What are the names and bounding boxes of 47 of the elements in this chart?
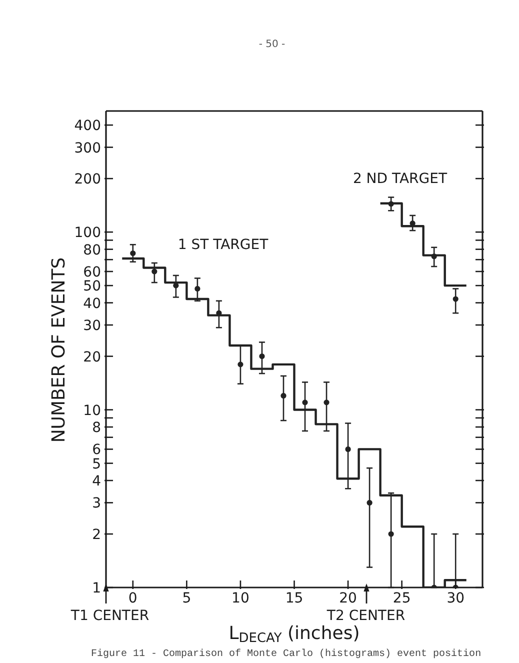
x-tick-label: 15	[285, 590, 304, 607]
x-axis-title: L$_{DECAY}$ (inches)	[228, 623, 360, 646]
y-tick-label: 300	[74, 140, 101, 156]
text: T2 CENTER	[326, 608, 406, 624]
y-tick-label: 60	[83, 264, 101, 281]
x-tick-label: 25	[392, 590, 411, 607]
point	[302, 400, 308, 406]
y-tick-label: 200	[74, 172, 101, 188]
y-tick-label: 30	[83, 318, 101, 334]
point	[366, 500, 372, 506]
text: T1 CENTER	[70, 608, 150, 624]
y-tick-label: 50	[83, 278, 101, 295]
point	[280, 392, 286, 399]
y-tick-label: 8	[92, 420, 101, 436]
y-tick-label: 100	[74, 225, 101, 242]
point	[259, 353, 265, 360]
point	[130, 250, 136, 256]
annotation: 2 ND TARGET	[352, 171, 448, 187]
point	[324, 400, 330, 406]
x-tick-label: 0	[128, 590, 138, 607]
point	[194, 286, 200, 292]
y-tick-label: 40	[83, 296, 101, 312]
y-tick-label: 400	[74, 118, 101, 134]
caption: Figure 11 - Comparison of Monte Carlo (histograms) event position	[91, 648, 482, 660]
y-tick-label: 1	[92, 580, 101, 597]
point	[431, 254, 437, 260]
y-tick-label: 10	[83, 402, 101, 419]
point	[388, 201, 394, 207]
y-tick-label: 6	[92, 442, 102, 458]
point	[345, 446, 351, 452]
y-tick-label: 3	[92, 496, 101, 512]
point	[238, 362, 244, 368]
point	[452, 296, 458, 302]
x-tick-label: 30	[446, 590, 465, 607]
point	[388, 531, 394, 537]
text: - 50 -	[258, 39, 286, 50]
x-tick-label: 10	[232, 590, 250, 607]
y-tick-label: 2	[92, 527, 101, 544]
y-tick-label: 80	[83, 242, 101, 258]
annotation: 1 ST TARGET	[178, 237, 269, 253]
x-tick-label: 5	[182, 590, 192, 607]
y-tick-label: 5	[92, 456, 101, 472]
x-tick-label: 20	[339, 590, 357, 607]
point	[152, 268, 158, 274]
y-axis-title: NUMBER OF EVENTS	[48, 257, 70, 443]
y-tick-label: 20	[83, 349, 101, 366]
y-tick-label: 4	[92, 474, 102, 490]
